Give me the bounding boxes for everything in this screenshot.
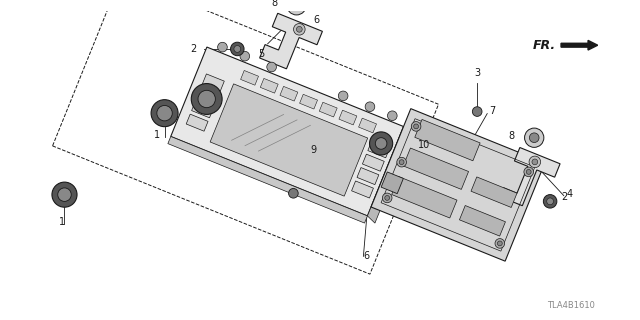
Text: 5: 5 [259,49,265,59]
Circle shape [382,193,392,203]
Polygon shape [260,13,323,69]
Text: 4: 4 [566,188,573,198]
Circle shape [287,0,306,15]
Circle shape [52,182,77,207]
Text: 8: 8 [271,0,277,8]
Polygon shape [191,101,214,118]
Text: TLA4B1610: TLA4B1610 [547,301,595,310]
FancyArrow shape [561,40,598,50]
Circle shape [289,188,298,198]
Circle shape [191,84,222,115]
Polygon shape [358,118,376,133]
Circle shape [157,106,172,121]
Polygon shape [371,109,545,261]
Text: 3: 3 [474,68,480,78]
Polygon shape [280,86,298,101]
Circle shape [339,91,348,101]
Polygon shape [368,141,390,158]
Circle shape [497,241,502,246]
Circle shape [543,195,557,208]
Polygon shape [186,114,208,131]
Polygon shape [202,74,224,91]
Circle shape [525,128,544,148]
Polygon shape [171,47,404,216]
Circle shape [526,170,531,174]
Circle shape [413,124,419,129]
Polygon shape [392,177,457,218]
Circle shape [385,196,390,200]
Circle shape [198,90,216,108]
Text: 2: 2 [191,44,197,54]
Polygon shape [500,148,560,206]
Text: 1: 1 [154,130,160,140]
Polygon shape [319,102,337,117]
Polygon shape [351,181,373,198]
Text: 10: 10 [418,140,431,150]
Text: 6: 6 [364,252,369,261]
Text: 2: 2 [562,191,568,202]
Circle shape [369,132,393,155]
Text: FR.: FR. [533,39,556,52]
Polygon shape [415,119,480,161]
Circle shape [472,107,482,116]
Circle shape [532,159,538,165]
Circle shape [218,42,227,52]
Circle shape [399,160,404,164]
Text: 8: 8 [509,131,515,141]
Text: 7: 7 [489,106,495,116]
Text: 9: 9 [311,145,317,155]
Circle shape [230,42,244,56]
Circle shape [151,100,178,127]
Polygon shape [460,205,506,236]
Polygon shape [357,168,379,185]
Circle shape [495,239,505,248]
Polygon shape [241,70,259,85]
Polygon shape [403,148,468,189]
Circle shape [240,51,250,61]
Circle shape [296,27,302,32]
Polygon shape [381,172,403,194]
Text: 1: 1 [58,217,65,228]
Polygon shape [260,78,278,93]
Circle shape [365,102,375,112]
Polygon shape [300,94,317,109]
Circle shape [397,157,406,167]
Circle shape [292,0,301,10]
Circle shape [412,122,421,131]
Polygon shape [471,177,517,207]
Circle shape [375,138,387,149]
Polygon shape [367,126,411,223]
Circle shape [529,133,539,142]
Polygon shape [197,87,219,104]
Circle shape [267,62,276,72]
Circle shape [58,188,71,201]
Circle shape [234,45,241,52]
Polygon shape [168,136,367,223]
Polygon shape [210,84,368,196]
Polygon shape [339,110,357,125]
Circle shape [524,167,534,177]
Circle shape [547,198,554,205]
Circle shape [529,156,541,168]
Circle shape [294,23,305,35]
Polygon shape [362,154,384,171]
Circle shape [387,111,397,121]
Text: 6: 6 [314,15,320,25]
